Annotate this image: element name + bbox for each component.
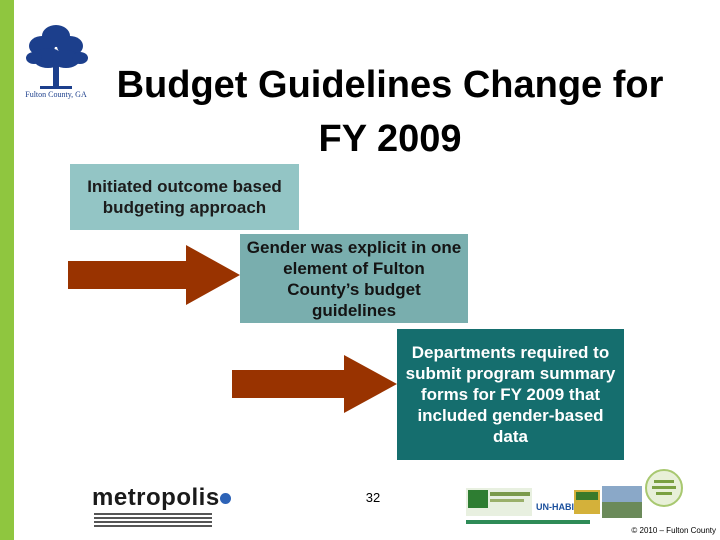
logo-caption: Fulton County, GA xyxy=(25,90,87,99)
page-number: 32 xyxy=(365,490,381,505)
step-box-1: Initiated outcome based budgeting approa… xyxy=(70,164,299,230)
left-accent-bar xyxy=(0,0,14,540)
tree-icon xyxy=(26,25,88,89)
metropolis-fineprint xyxy=(94,513,212,529)
copyright-text: © 2010 – Fulton County xyxy=(631,526,716,535)
arrow-right-icon xyxy=(68,245,240,305)
metropolis-logo: metropolis xyxy=(88,484,236,529)
metropolis-wordmark: metropolis xyxy=(92,484,220,511)
unhabitat-text: UN-HABITAT xyxy=(536,502,591,512)
partner-logos-graphic: UN-HABITAT xyxy=(466,469,683,524)
fulton-county-logo xyxy=(18,18,94,110)
arrow-right-icon xyxy=(232,355,397,413)
metropolis-dot-icon xyxy=(220,493,231,504)
slide-title: Budget Guidelines Change for FY 2009 xyxy=(116,64,664,160)
partner-logos: UN-HABITAT xyxy=(466,466,720,528)
step-box-2: Gender was explicit in one element of Fu… xyxy=(240,234,468,323)
step-box-3: Departments required to submit program s… xyxy=(397,329,624,460)
